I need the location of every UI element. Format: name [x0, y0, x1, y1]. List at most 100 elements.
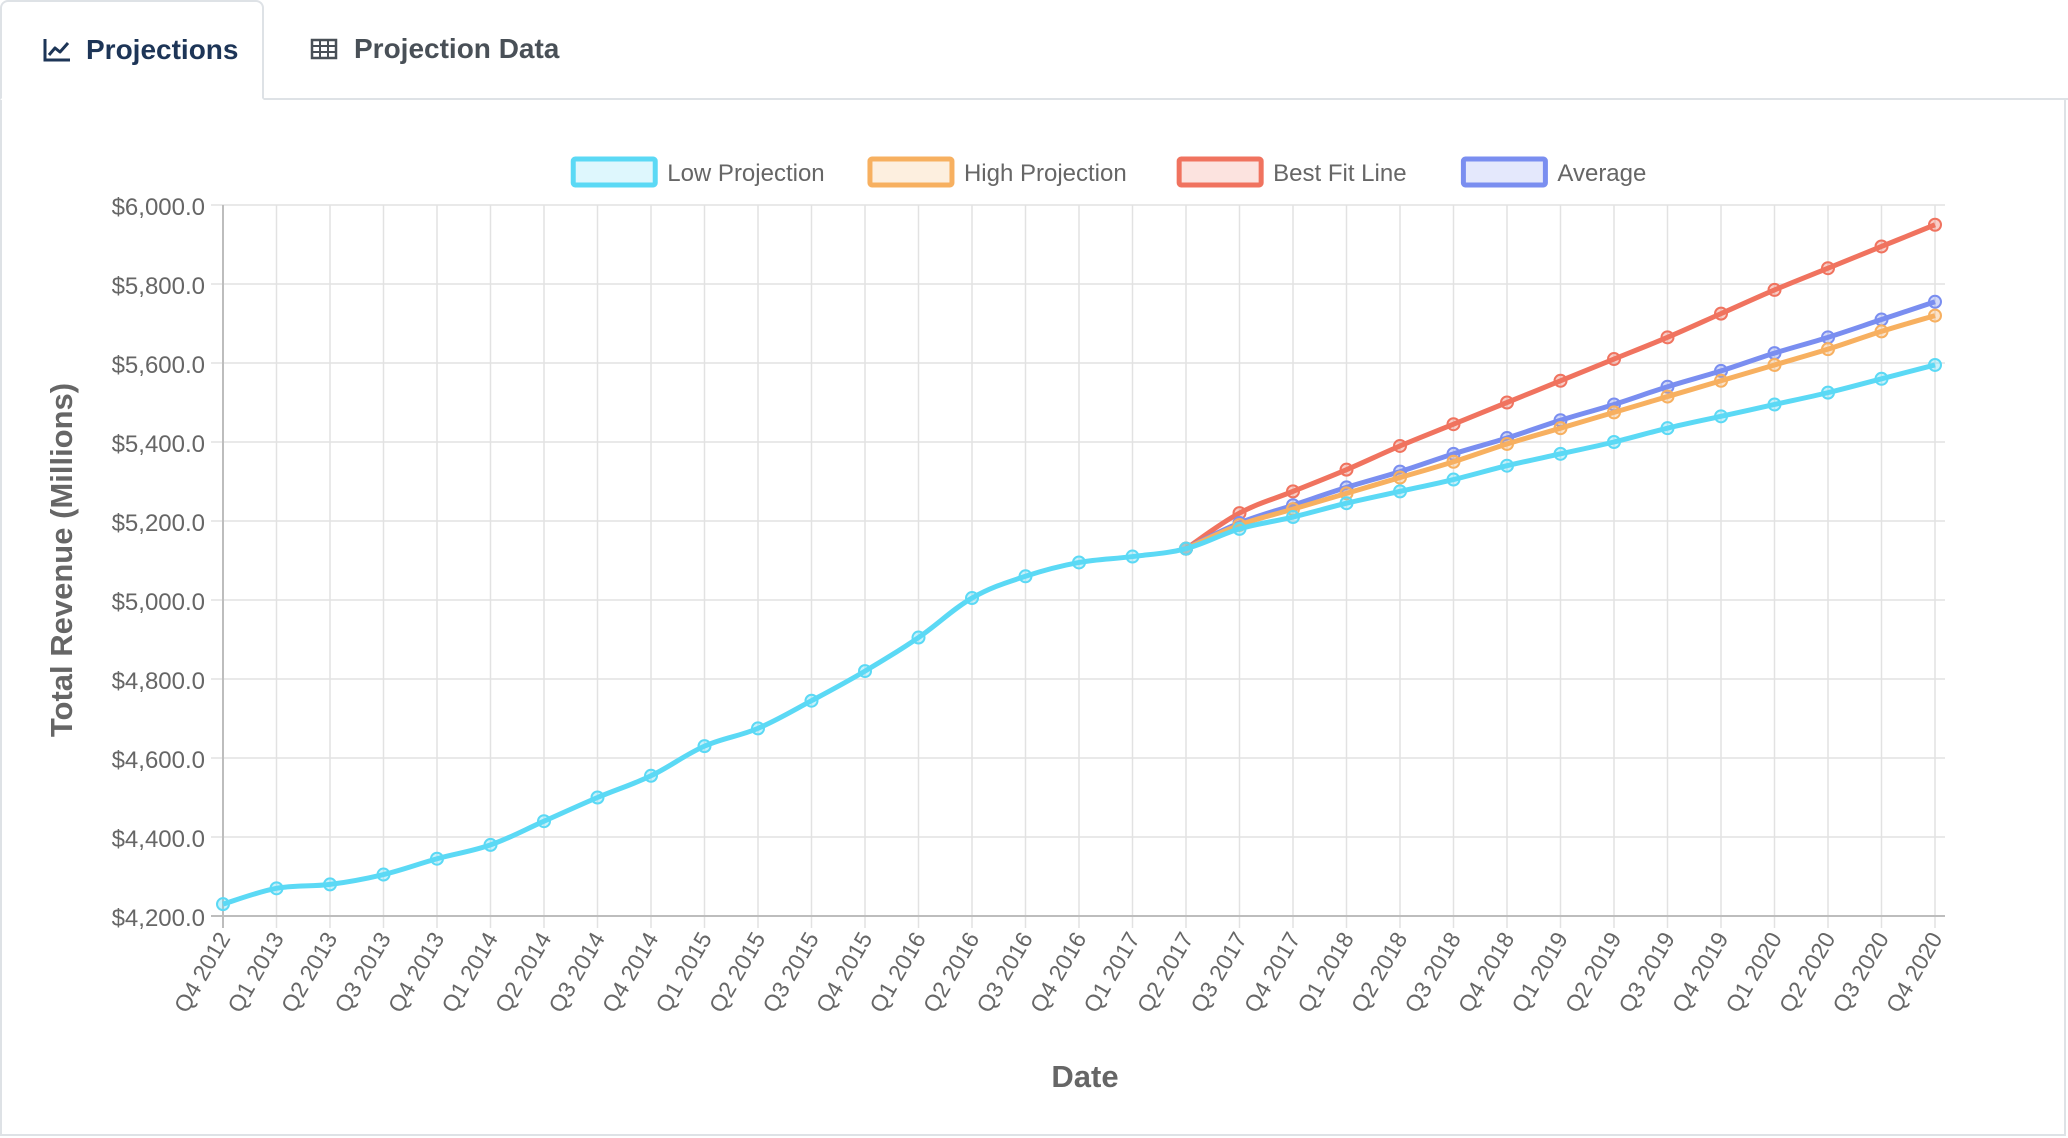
data-point-low-projection: [644, 768, 658, 783]
data-point-low-projection: [1928, 357, 1942, 372]
data-point-low-projection: [430, 851, 444, 866]
legend-label-high-projection: High Projection: [964, 160, 1127, 187]
series-line-average: [1184, 299, 1936, 551]
data-point-low-projection: [323, 877, 337, 892]
y-axis-label: Total Revenue (Millions): [44, 383, 79, 737]
data-point-best-fit-line: [1339, 462, 1354, 477]
data-point-low-projection: [1714, 409, 1728, 424]
data-point-best-fit-line: [1660, 330, 1675, 345]
series-line-high-projection: [1184, 313, 1936, 551]
data-point-high-projection: [1660, 389, 1675, 404]
y-tick-label: $5,800.0: [112, 273, 205, 300]
line-chart-icon: [42, 37, 72, 63]
data-point-best-fit-line: [1607, 352, 1621, 367]
data-point-low-projection: [483, 837, 498, 852]
data-point-high-projection: [1339, 486, 1354, 501]
y-tick-label: $5,200.0: [112, 510, 205, 537]
data-point-best-fit-line: [1553, 373, 1568, 388]
data-point-low-projection: [1072, 555, 1086, 570]
data-point-high-projection: [1500, 436, 1514, 451]
data-point-low-projection: [1553, 446, 1568, 461]
tab-projections[interactable]: Projections: [0, 0, 264, 100]
data-point-low-projection: [858, 664, 872, 679]
legend-label-average: Average: [1557, 160, 1646, 187]
series-line-low-projection: [222, 362, 1936, 907]
legend-swatch-high-projection: [867, 156, 955, 188]
data-point-low-projection: [1767, 397, 1782, 412]
legend-swatch-average: [1460, 156, 1548, 188]
y-tick-label: $4,200.0: [112, 905, 205, 932]
y-tick-label: $5,000.0: [112, 589, 205, 616]
data-point-low-projection: [269, 881, 284, 896]
data-point-low-projection: [911, 630, 926, 645]
data-point-high-projection: [1767, 357, 1782, 372]
data-point-low-projection: [1874, 371, 1889, 386]
y-tick-label: $4,600.0: [112, 747, 205, 774]
data-point-low-projection: [376, 867, 391, 882]
chart-axes: [211, 205, 1945, 928]
data-point-average: [1660, 379, 1675, 394]
data-point-low-projection: [1446, 472, 1461, 487]
legend-swatch-best-fit-line: [1176, 156, 1264, 188]
data-point-low-projection: [590, 790, 605, 805]
data-point-low-projection: [1286, 510, 1300, 525]
tab-projection-data-label: Projection Data: [354, 33, 560, 64]
data-point-low-projection: [1125, 549, 1140, 564]
data-point-best-fit-line: [1767, 282, 1782, 297]
data-point-best-fit-line: [1500, 395, 1514, 410]
y-tick-label: $6,000.0: [112, 194, 205, 221]
tab-projections-label: Projections: [86, 34, 239, 65]
legend-label-low-projection: Low Projection: [667, 160, 824, 187]
data-point-best-fit-line: [1446, 417, 1461, 432]
data-point-high-projection: [1928, 308, 1942, 323]
data-point-low-projection: [1660, 421, 1675, 436]
data-point-low-projection: [965, 591, 979, 606]
y-tick-label: $4,400.0: [112, 826, 205, 853]
data-point-low-projection: [1018, 569, 1033, 584]
data-point-best-fit-line: [1928, 217, 1942, 232]
data-point-best-fit-line: [1874, 239, 1889, 254]
y-tick-label: $4,800.0: [112, 668, 205, 695]
y-tick-label: $5,600.0: [112, 352, 205, 379]
data-point-low-projection: [1500, 458, 1514, 473]
y-tick-labels: $6,000.0 $5,800.0 $5,600.0 $5,400.0 $5,200.0…: [112, 194, 205, 932]
table-icon: [310, 36, 340, 62]
data-point-high-projection: [1821, 342, 1835, 357]
data-point-average: [1714, 363, 1728, 378]
data-point-high-projection: [1874, 324, 1889, 339]
data-point-low-projection: [1607, 435, 1621, 449]
data-point-low-projection: [697, 739, 712, 754]
tab-divider: [0, 98, 2068, 100]
legend-swatch-low-projection: [570, 156, 658, 188]
data-point-average: [1767, 346, 1782, 361]
data-point-best-fit-line: [1821, 261, 1835, 276]
data-point-low-projection: [1821, 385, 1835, 400]
legend-label-best-fit-line: Best Fit Line: [1273, 160, 1406, 187]
data-point-high-projection: [1607, 405, 1621, 420]
chart-panel: [0, 98, 2066, 1136]
data-point-low-projection: [1339, 496, 1354, 511]
tab-projection-data[interactable]: Projection Data: [310, 0, 570, 98]
data-point-low-projection: [1179, 541, 1193, 556]
data-point-high-projection: [1714, 373, 1728, 388]
data-point-low-projection: [537, 814, 551, 829]
data-point-low-projection: [751, 721, 765, 736]
data-point-low-projection: [804, 693, 819, 708]
chart-legend: Low Projection High Projection Best Fit Li…: [570, 156, 1646, 188]
chart-series: [216, 217, 1942, 912]
data-point-low-projection: [216, 897, 230, 912]
x-axis-label: Date: [1051, 1059, 1118, 1094]
y-tick-label: $5,400.0: [112, 431, 205, 458]
data-point-high-projection: [1446, 454, 1461, 469]
tab-bar: Projections Projection Data: [0, 0, 2068, 100]
data-point-low-projection: [1232, 521, 1247, 536]
data-point-average: [1821, 330, 1835, 345]
data-point-best-fit-line: [1714, 306, 1728, 321]
series-line-best-fit-line: [1184, 222, 1936, 551]
data-point-low-projection: [1393, 484, 1407, 499]
data-point-average: [1928, 294, 1942, 309]
data-point-average: [1874, 312, 1889, 327]
data-point-best-fit-line: [1393, 438, 1407, 453]
data-point-high-projection: [1553, 421, 1568, 436]
